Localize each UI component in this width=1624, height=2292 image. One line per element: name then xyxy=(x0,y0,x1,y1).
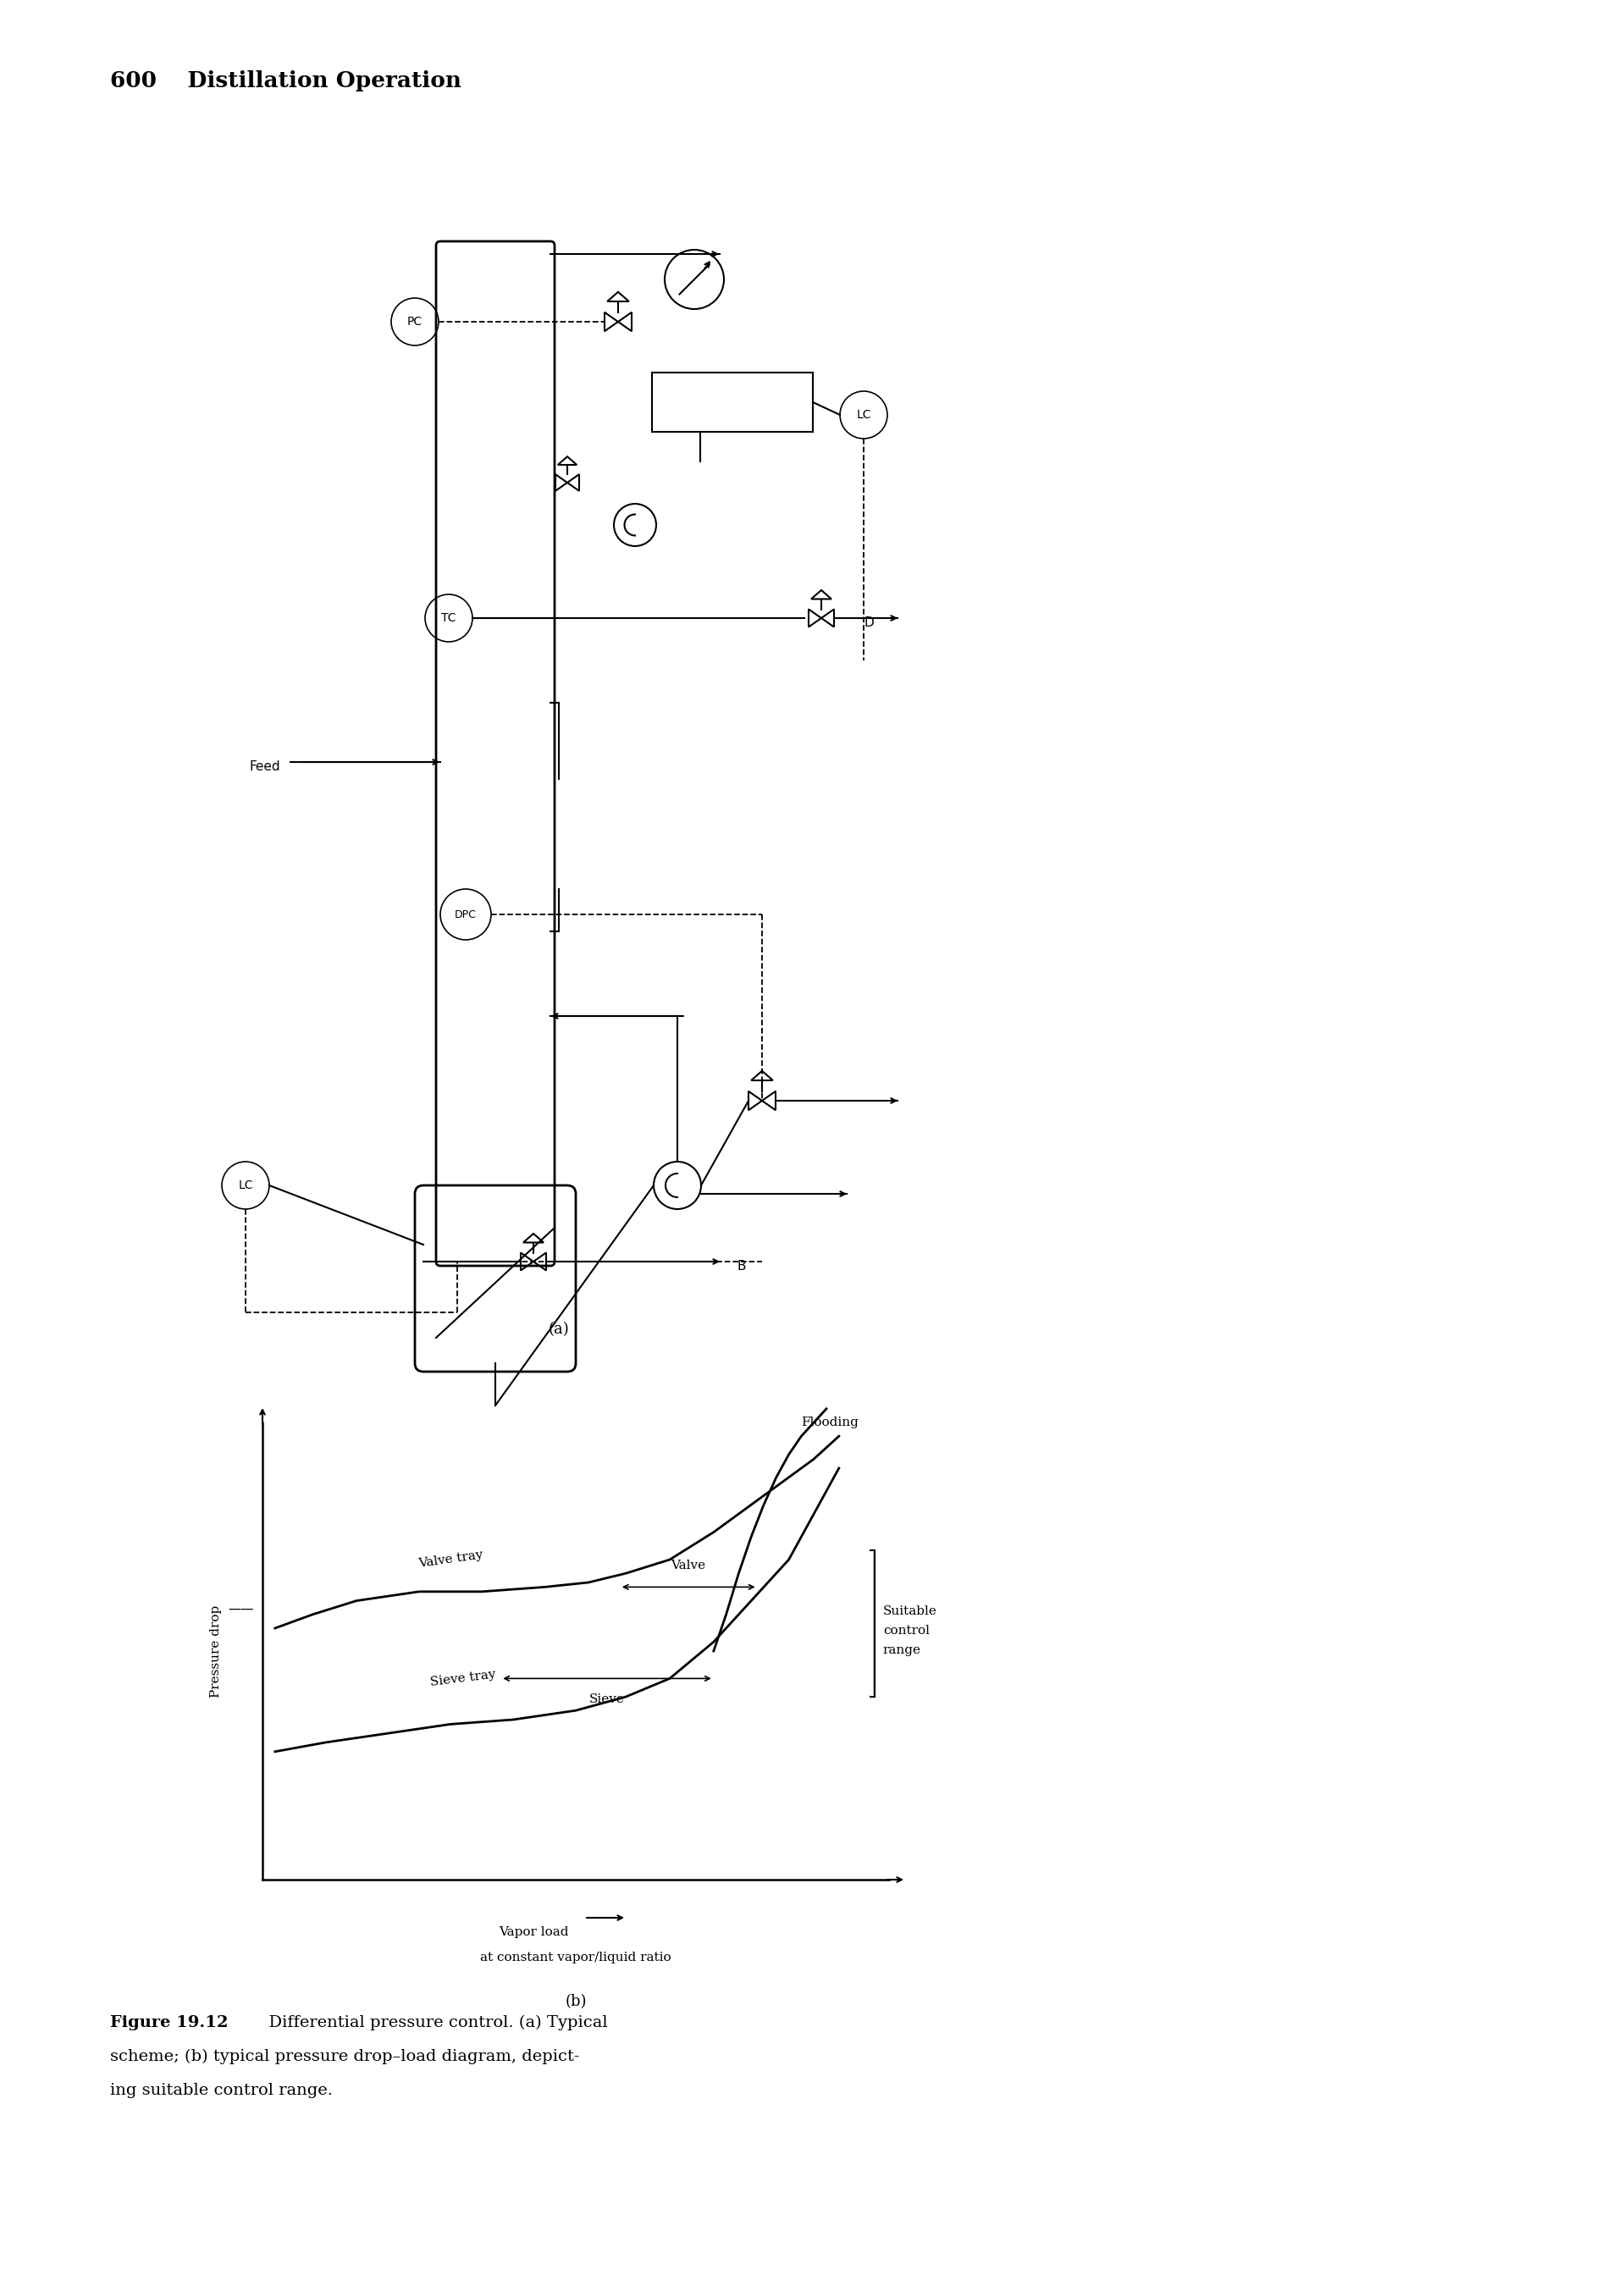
Text: ——: —— xyxy=(229,1602,255,1616)
Text: TC: TC xyxy=(442,612,456,623)
Text: range: range xyxy=(883,1643,921,1655)
Text: Figure 19.12: Figure 19.12 xyxy=(110,2015,229,2031)
Text: Pressure drop: Pressure drop xyxy=(209,1604,222,1698)
Text: (b): (b) xyxy=(565,1994,586,2010)
Text: Vapor load: Vapor load xyxy=(499,1925,568,1939)
Text: LC: LC xyxy=(856,408,870,422)
Text: Sieve tray: Sieve tray xyxy=(429,1669,497,1689)
Text: Valve: Valve xyxy=(671,1561,706,1572)
Text: Differential pressure control. (a) Typical: Differential pressure control. (a) Typic… xyxy=(258,2015,607,2031)
Text: Suitable: Suitable xyxy=(883,1604,937,1616)
Text: 600    Distillation Operation: 600 Distillation Operation xyxy=(110,69,461,92)
Text: Valve tray: Valve tray xyxy=(417,1549,484,1570)
Text: (a): (a) xyxy=(549,1322,570,1336)
Text: Flooding: Flooding xyxy=(801,1416,859,1428)
Bar xyxy=(651,374,814,431)
Text: Feed: Feed xyxy=(250,761,281,772)
Text: ing suitable control range.: ing suitable control range. xyxy=(110,2083,333,2097)
Text: B: B xyxy=(737,1261,745,1272)
Text: LC: LC xyxy=(239,1180,253,1192)
Text: D: D xyxy=(864,617,874,628)
Text: PC: PC xyxy=(408,316,422,328)
Text: scheme; (b) typical pressure drop–load diagram, depict-: scheme; (b) typical pressure drop–load d… xyxy=(110,2049,580,2065)
Text: Sieve: Sieve xyxy=(590,1694,625,1705)
Text: control: control xyxy=(883,1625,929,1636)
Text: at constant vapor/liquid ratio: at constant vapor/liquid ratio xyxy=(481,1950,671,1964)
Text: DPC: DPC xyxy=(455,910,477,919)
